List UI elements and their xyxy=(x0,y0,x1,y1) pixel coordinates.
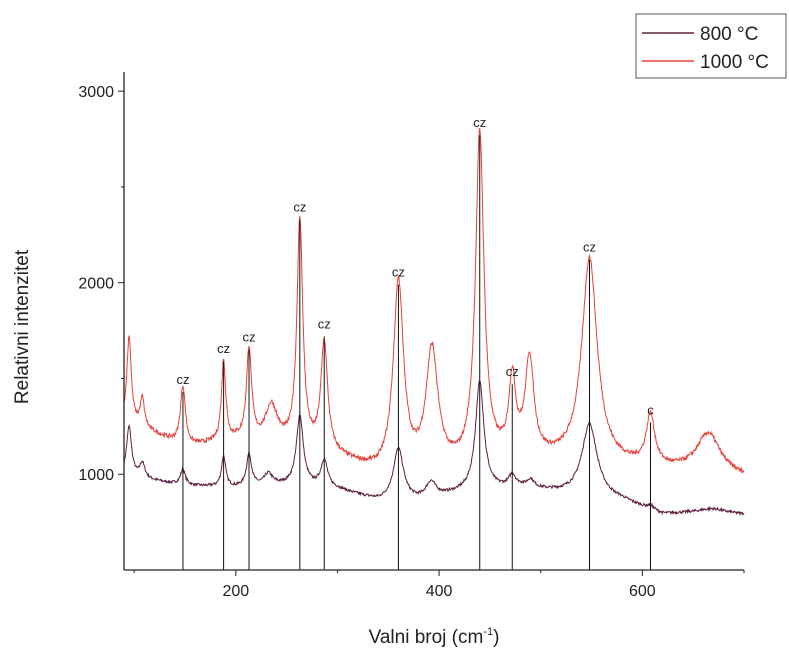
x-tick-label: 400 xyxy=(426,583,453,600)
peak-marker-label: cz xyxy=(293,199,306,214)
peak-marker-label: cz xyxy=(217,341,230,356)
peak-marker-label: c xyxy=(647,403,654,418)
peak-marker-label: cz xyxy=(473,115,486,130)
plot-area xyxy=(123,127,745,517)
peak-marker-label: cz xyxy=(176,372,189,387)
legend: 800 °C 1000 °C xyxy=(635,13,787,79)
legend-box xyxy=(635,13,787,79)
x-axis-title-close: ) xyxy=(493,627,499,648)
y-tick-label: 3000 xyxy=(78,84,114,101)
axes: 1000 2000 3000 200 400 600 xyxy=(78,72,745,600)
x-tick-label: 600 xyxy=(629,583,656,600)
x-axis-title: Valni broj (cm-1) xyxy=(369,626,500,648)
peak-marker-label: cz xyxy=(243,330,256,345)
series-line-800 xyxy=(123,380,745,517)
x-axis-title-main: Valni broj (cm xyxy=(369,627,484,648)
peak-marker-label: cz xyxy=(506,364,519,379)
peak-marker-label: cz xyxy=(583,240,596,255)
peak-marker-label: cz xyxy=(392,265,405,280)
y-tick-label: 2000 xyxy=(78,276,114,293)
y-tick-label: 1000 xyxy=(78,467,114,484)
legend-label-1000: 1000 °C xyxy=(700,52,769,73)
x-tick-label: 200 xyxy=(222,583,249,600)
legend-label-800: 800 °C xyxy=(700,24,758,45)
y-axis-title: Relativni intenzitet xyxy=(12,249,33,404)
series-line-1000 xyxy=(123,127,744,474)
peak-marker-label: cz xyxy=(318,316,331,331)
x-axis-title-superscript: -1 xyxy=(483,626,493,638)
